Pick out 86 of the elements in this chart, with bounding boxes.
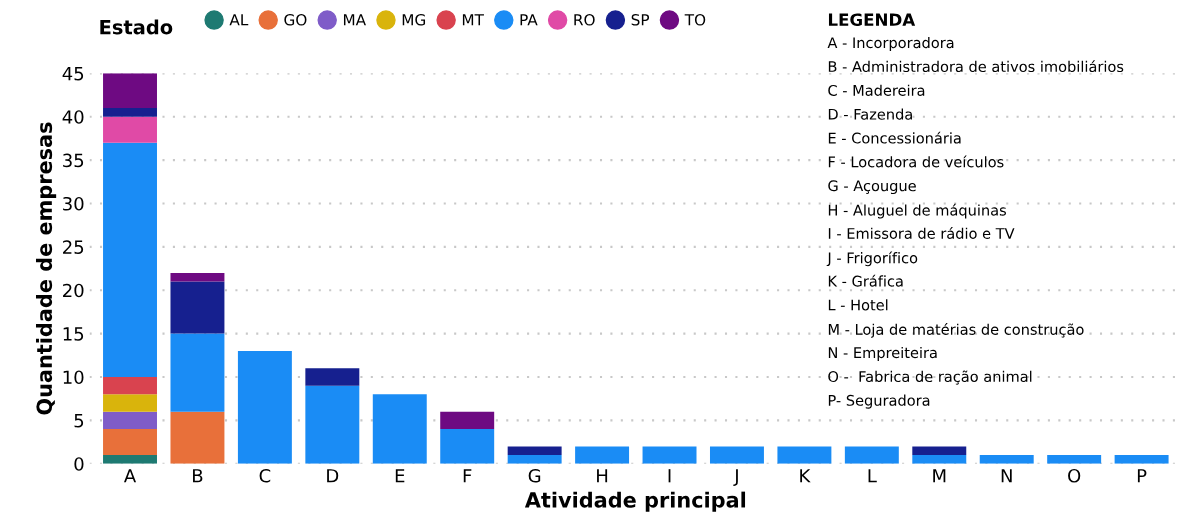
bar [103, 411, 157, 430]
bar [440, 411, 495, 430]
x-tick-label: N [1001, 469, 1012, 483]
x-tick-label: L [868, 469, 877, 483]
annotation: P- Seguradora [828, 394, 930, 409]
y-tick-label: 25 [63, 240, 84, 254]
bar [103, 73, 157, 109]
annotation: M - Loja de matérias de construção [828, 323, 1084, 338]
annotation: O - Fabrica de ração animal [828, 370, 1032, 385]
y-tick-label: 40 [62, 110, 84, 124]
legend-label: GO [284, 14, 307, 26]
x-tick-label: F [463, 469, 472, 483]
legend-label: TO [684, 14, 706, 26]
annotation: D - Fazenda [828, 108, 912, 120]
bar [103, 376, 157, 395]
y-tick-label: 5 [74, 414, 84, 428]
bar [305, 368, 360, 386]
legend-label: MA [343, 14, 366, 26]
y-tick-label: 45 [62, 67, 84, 81]
bar [440, 429, 495, 464]
text: A - Incorporadora [827, 36, 954, 52]
legend-label: MT [462, 14, 484, 26]
bar [642, 446, 697, 464]
y-tick-label: 10 [63, 370, 84, 385]
bar [575, 446, 630, 464]
y-tick-label: 15 [63, 327, 84, 341]
annotation: G - Açougue [828, 180, 916, 195]
annotation: N - Empreiteira [828, 346, 937, 361]
bar [305, 385, 360, 464]
bar [103, 116, 157, 143]
x-axis-title: Atividade principal [524, 491, 746, 512]
bar [170, 272, 225, 282]
text: LEGENDA [828, 13, 916, 26]
bar [1047, 455, 1102, 464]
y-tick-label: 35 [63, 153, 84, 168]
y-tick-label: 0 [74, 457, 84, 471]
x-tick-label: E [395, 469, 405, 483]
legend-title: Estado [100, 19, 173, 35]
bar [912, 446, 967, 456]
annotation: J - Frigorífico [826, 251, 918, 267]
legend-label: SP [631, 14, 650, 26]
legend-label: MG [402, 14, 426, 26]
y-tick-label: 20 [63, 283, 84, 298]
x-tick-label: M [933, 469, 946, 483]
y-tick-label: 30 [63, 196, 84, 211]
bar [979, 455, 1034, 464]
x-tick-label: H [597, 469, 608, 483]
x-tick-label: B [193, 469, 203, 483]
x-tick-label: G [528, 468, 541, 483]
bar [777, 446, 832, 464]
bar [507, 446, 562, 456]
legend-label: PA [520, 14, 538, 26]
x-tick-label: J [733, 469, 738, 486]
annotation: H - Aluguel de máquinas [828, 203, 1006, 219]
x-tick-label: A [123, 469, 137, 483]
bar [912, 455, 967, 464]
x-tick-label: C [259, 468, 271, 483]
annotation: I - Emissora de rádio e TV [828, 227, 1015, 239]
x-tick-label: P [1137, 469, 1147, 483]
legend-label: RO [574, 14, 595, 26]
bar [709, 446, 764, 464]
y-axis-title: Quantidade de empresas [35, 122, 57, 415]
bar [103, 429, 157, 456]
annotation: K - Gráfica [828, 274, 903, 287]
bar [103, 142, 157, 377]
legend-label: AL [229, 14, 249, 26]
bar [170, 281, 225, 334]
annotation: L - Hotel [828, 299, 888, 311]
annotation: C - Madereira [828, 84, 925, 96]
bar [170, 411, 225, 464]
bar [507, 455, 562, 464]
x-tick-label: O [1068, 468, 1081, 483]
bar [844, 446, 899, 464]
bar [372, 394, 427, 464]
bar [170, 333, 225, 412]
bar [103, 394, 157, 412]
x-tick-label: K [800, 469, 811, 483]
bar [237, 350, 292, 464]
text: B - Administradora de ativos imobiliários [828, 60, 1124, 73]
x-tick-label: D [327, 469, 339, 483]
bar [103, 108, 157, 117]
annotation: E - Concessionária [828, 131, 961, 144]
x-tick-label: I [668, 469, 671, 483]
annotation: F - Locadora de veículos [828, 155, 1004, 168]
bar [103, 455, 157, 464]
bar [1114, 455, 1169, 464]
